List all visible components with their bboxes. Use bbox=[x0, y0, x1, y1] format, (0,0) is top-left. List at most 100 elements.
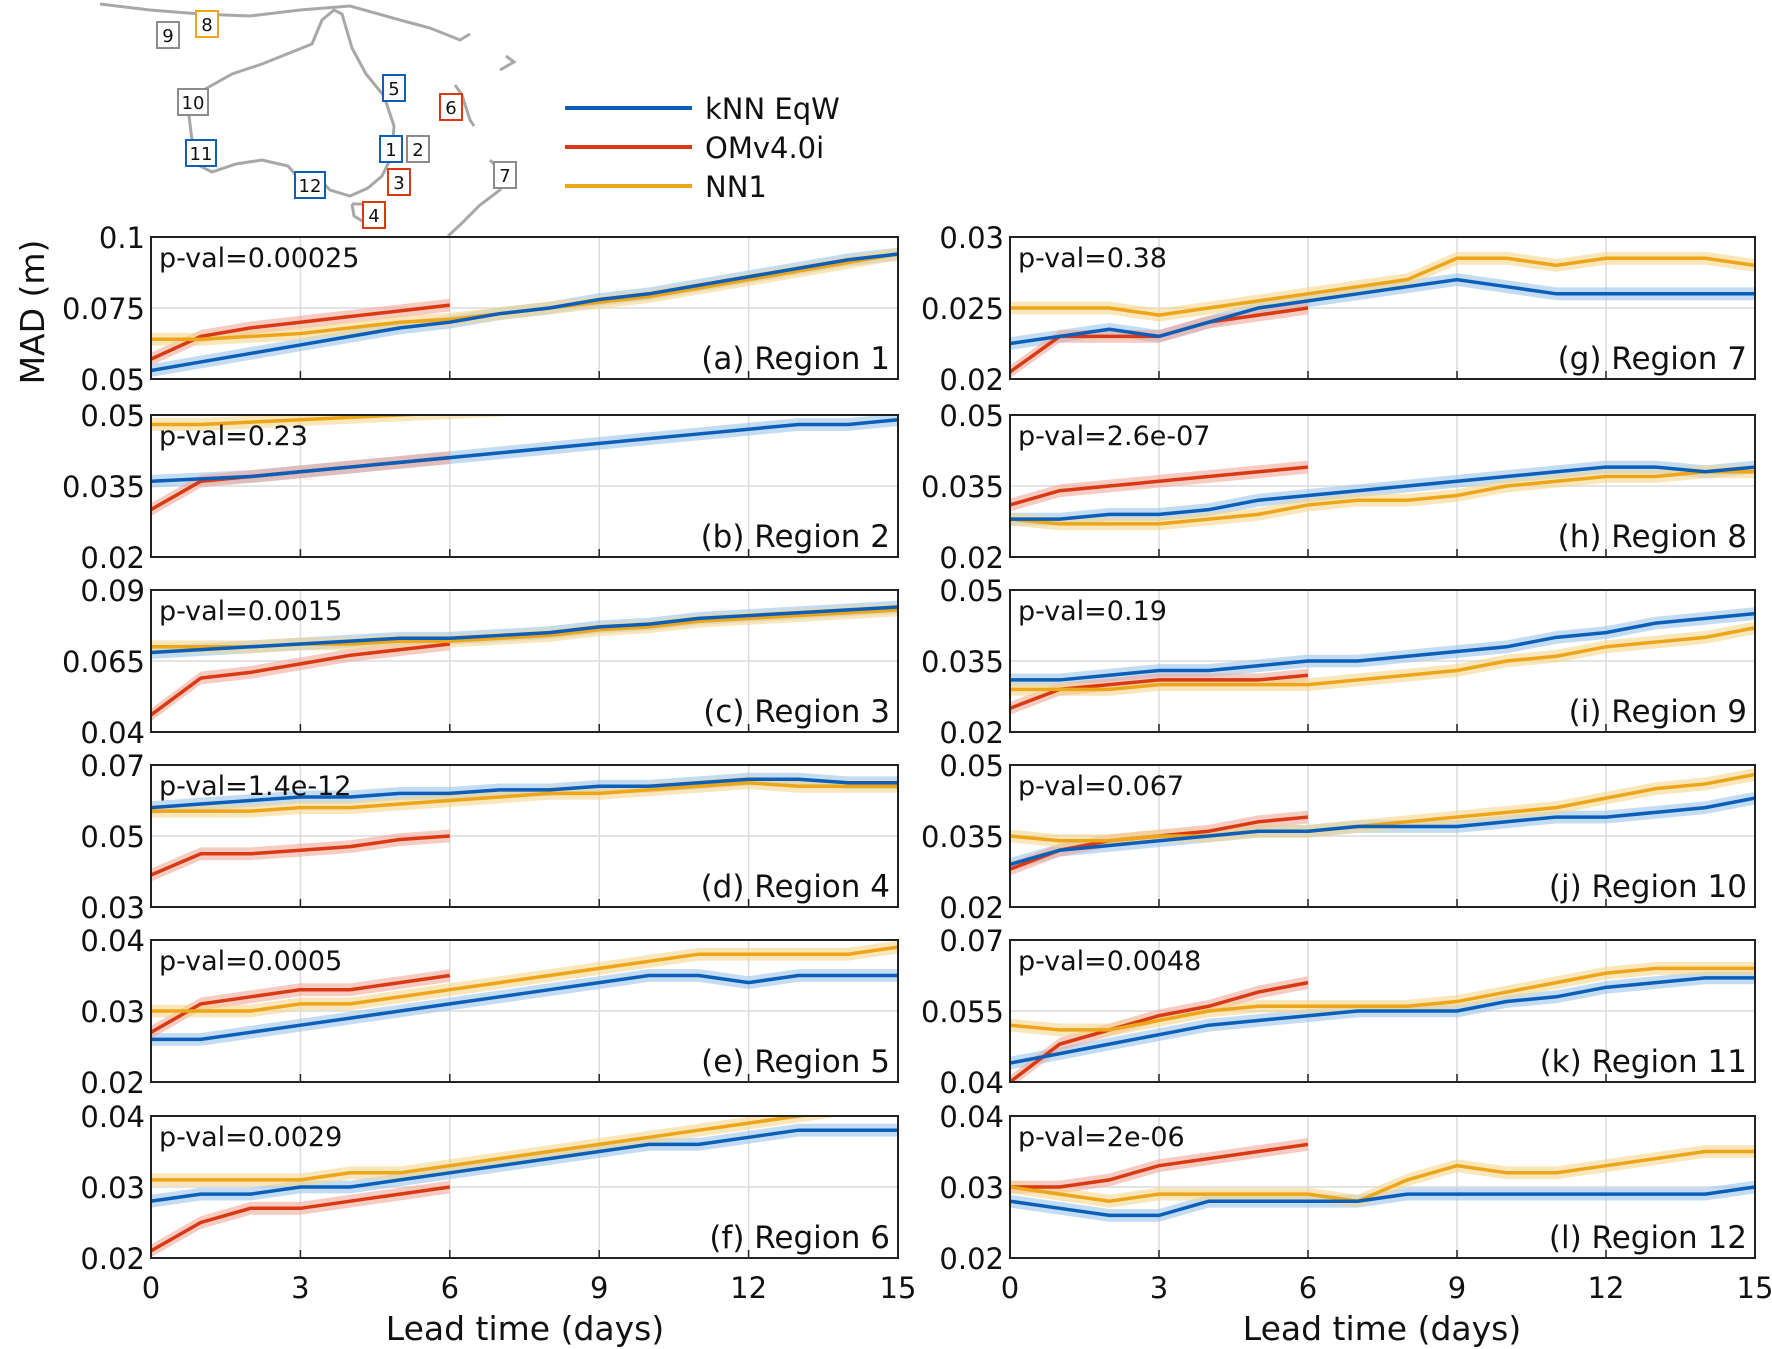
y-tick-label: 0.05 bbox=[80, 363, 145, 397]
axes-box bbox=[150, 764, 899, 908]
region-box-label: 7 bbox=[499, 166, 510, 187]
series-line-nn1 bbox=[1010, 626, 1755, 692]
x-tick-label: 9 bbox=[1448, 1271, 1466, 1305]
series-line-nn1 bbox=[1010, 772, 1755, 843]
region-box-outline bbox=[406, 135, 430, 163]
series-line-nn1 bbox=[1010, 966, 1755, 1032]
p-value-label: p-val=0.00025 bbox=[159, 243, 359, 274]
p-value-label: p-val=0.0005 bbox=[159, 946, 342, 977]
new-guinea-coastline bbox=[99, 2, 471, 42]
p-value-label: p-val=2.6e-07 bbox=[1018, 421, 1210, 452]
panel-c: 0.04 0.065 0.09 p-val=0.0015 (c) Region 3 bbox=[62, 574, 899, 750]
region-box-9: 9 bbox=[156, 21, 180, 49]
series-line-knn-eqw bbox=[1010, 277, 1755, 346]
panel-g: 0.02 0.025 0.03 p-val=0.38 (g) Region 7 bbox=[921, 221, 1756, 397]
panel-h: 0.02 0.035 0.05 p-val=2.6e-07 (h) Region 8 bbox=[921, 399, 1756, 575]
y-tick-label: 0.03 bbox=[939, 1171, 1004, 1205]
region-box-label: 11 bbox=[190, 144, 213, 165]
p-value-label: p-val=0.19 bbox=[1018, 596, 1167, 627]
series-line-knn-eqw bbox=[151, 252, 898, 373]
y-tick-label: 0.04 bbox=[939, 1100, 1004, 1134]
series-line-knn-eqw bbox=[151, 605, 898, 655]
region-box-12: 12 bbox=[294, 171, 326, 199]
region-box-label: 10 bbox=[182, 93, 205, 114]
axes-box bbox=[1009, 236, 1756, 380]
y-tick-label: 0.02 bbox=[80, 541, 145, 575]
legend-entry: NN1 bbox=[565, 170, 767, 204]
y-tick-label: 0.035 bbox=[62, 470, 145, 504]
region-box-5: 5 bbox=[382, 74, 406, 102]
y-tick-label: 0.02 bbox=[80, 1242, 145, 1276]
x-tick-label: 6 bbox=[1299, 1271, 1317, 1305]
x-tick-label: 15 bbox=[1737, 1271, 1772, 1305]
axes-box bbox=[1009, 764, 1756, 908]
y-tick-label: 0.03 bbox=[80, 995, 145, 1029]
panel-title: (f) Region 6 bbox=[709, 1220, 890, 1256]
y-tick-label: 0.04 bbox=[80, 1100, 145, 1134]
region-box-outline bbox=[156, 21, 180, 49]
x-tick-label: 3 bbox=[291, 1271, 309, 1305]
y-tick-label: 0.035 bbox=[921, 645, 1004, 679]
x-tick-label: 9 bbox=[590, 1271, 608, 1305]
y-tick-label: 0.05 bbox=[80, 399, 145, 433]
panel-e: 0.02 0.03 0.04 p-val=0.0005 (e) Region 5 bbox=[80, 924, 899, 1100]
panel-title: (b) Region 2 bbox=[701, 519, 890, 555]
x-tick-label: 12 bbox=[730, 1271, 767, 1305]
y-tick-label: 0.04 bbox=[80, 716, 145, 750]
region-box-label: 6 bbox=[445, 98, 456, 119]
y-tick-label: 0.05 bbox=[939, 399, 1004, 433]
region-box-6: 6 bbox=[439, 93, 463, 121]
panel-title: (g) Region 7 bbox=[1558, 341, 1747, 377]
region-box-outline bbox=[195, 10, 219, 38]
region-box-outline bbox=[379, 135, 403, 163]
panel-title: (l) Region 12 bbox=[1549, 1220, 1747, 1256]
series-line-knn-eqw bbox=[1010, 1185, 1755, 1218]
confidence-band-nn1 bbox=[1010, 1145, 1755, 1208]
panel-title: (d) Region 4 bbox=[701, 869, 890, 905]
axes-box bbox=[1009, 1115, 1756, 1259]
x-axis-label-left: Lead time (days) bbox=[386, 1309, 664, 1348]
y-tick-label: 0.065 bbox=[62, 645, 145, 679]
region-box-label: 2 bbox=[412, 140, 423, 161]
y-tick-label: 0.03 bbox=[80, 891, 145, 925]
legend-entry: OMv4.0i bbox=[565, 131, 824, 165]
p-value-label: p-val=0.0029 bbox=[159, 1122, 342, 1153]
p-value-label: p-val=1.4e-12 bbox=[159, 771, 351, 802]
y-tick-label: 0.055 bbox=[921, 995, 1004, 1029]
region-box-label: 3 bbox=[393, 173, 404, 194]
y-tick-label: 0.075 bbox=[62, 292, 145, 326]
panel-title: (h) Region 8 bbox=[1558, 519, 1747, 555]
y-tick-label: 0.025 bbox=[921, 292, 1004, 326]
panel-title: (i) Region 9 bbox=[1569, 694, 1747, 730]
p-value-label: p-val=0.38 bbox=[1018, 243, 1167, 274]
y-tick-label: 0.03 bbox=[939, 221, 1004, 255]
series-line-nn1 bbox=[151, 945, 898, 1013]
axes-box bbox=[150, 589, 899, 733]
confidence-band-nn1 bbox=[151, 247, 898, 346]
axes-box bbox=[150, 236, 899, 380]
region-box-outline bbox=[362, 201, 386, 229]
p-value-label: p-val=0.23 bbox=[159, 421, 308, 452]
region-box-label: 9 bbox=[162, 26, 173, 47]
y-tick-label: 0.02 bbox=[939, 541, 1004, 575]
x-tick-label: 12 bbox=[1588, 1271, 1625, 1305]
y-tick-label: 0.035 bbox=[921, 470, 1004, 504]
axes-box bbox=[150, 1115, 899, 1259]
y-tick-label: 0.1 bbox=[99, 221, 145, 255]
panel-title: (c) Region 3 bbox=[703, 694, 890, 730]
x-tick-label: 0 bbox=[1001, 1271, 1019, 1305]
confidence-band-omv4-0i bbox=[1010, 301, 1308, 379]
axes-box bbox=[1009, 589, 1756, 733]
series-line-knn-eqw bbox=[1010, 611, 1755, 682]
confidence-band-knn-eqw bbox=[1010, 607, 1755, 687]
y-tick-label: 0.02 bbox=[939, 716, 1004, 750]
y-tick-label: 0.03 bbox=[80, 1171, 145, 1205]
x-tick-label: 3 bbox=[1150, 1271, 1168, 1305]
region-box-4: 4 bbox=[362, 201, 386, 229]
region-box-7: 7 bbox=[493, 161, 517, 189]
region-box-label: 1 bbox=[385, 140, 396, 161]
series-line-knn-eqw bbox=[1010, 796, 1755, 867]
legend-label: NN1 bbox=[705, 170, 767, 204]
region-box-3: 3 bbox=[387, 168, 411, 196]
